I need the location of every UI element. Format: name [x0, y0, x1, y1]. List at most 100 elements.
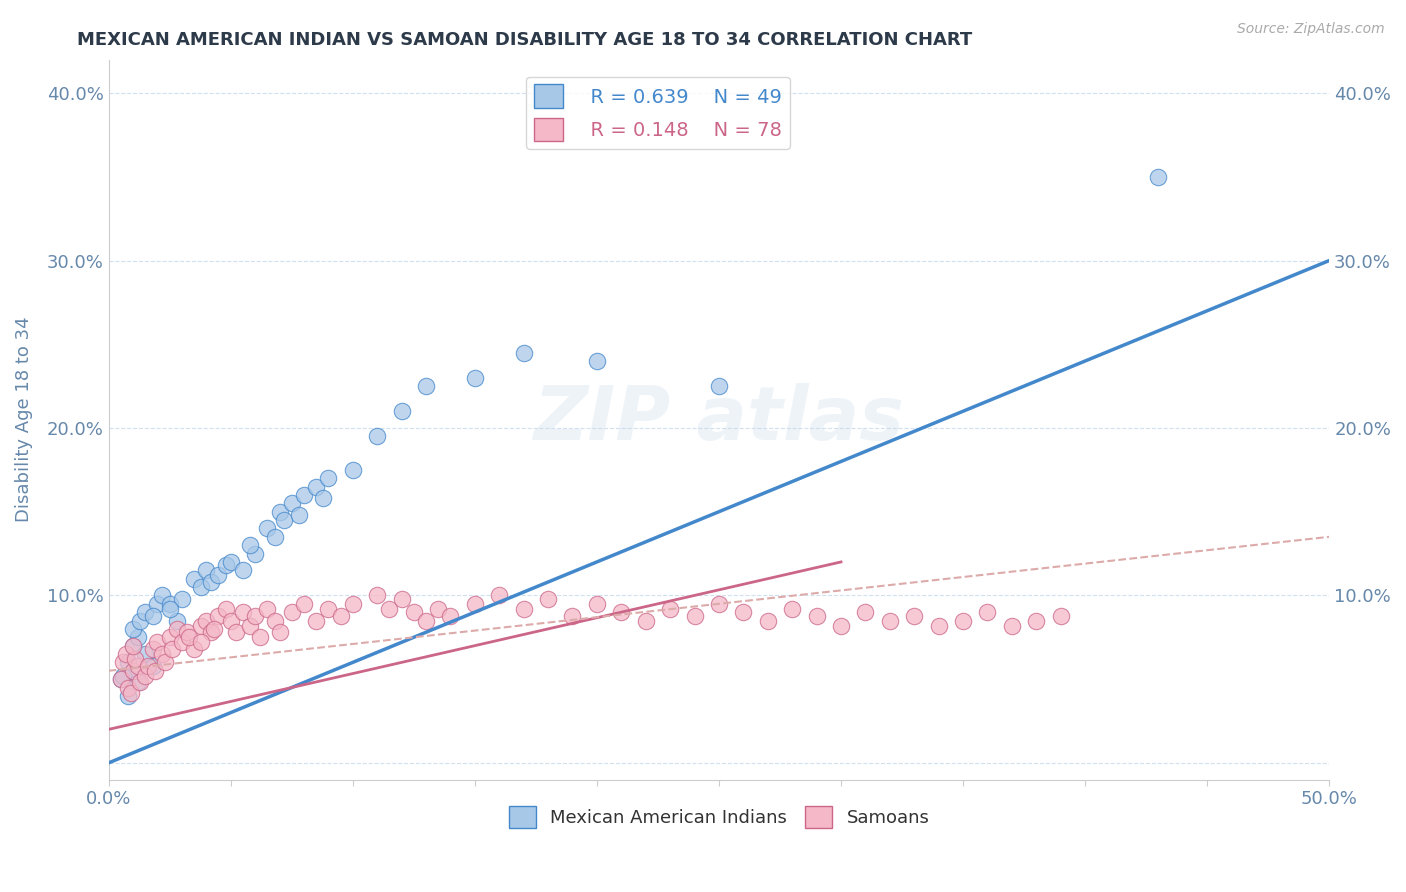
Point	[190, 580, 212, 594]
Point	[122, 664, 145, 678]
Point	[952, 614, 974, 628]
Point	[166, 614, 188, 628]
Point	[239, 618, 262, 632]
Point	[232, 563, 254, 577]
Point	[318, 602, 340, 616]
Point	[134, 605, 156, 619]
Point	[142, 658, 165, 673]
Point	[366, 429, 388, 443]
Text: MEXICAN AMERICAN INDIAN VS SAMOAN DISABILITY AGE 18 TO 34 CORRELATION CHART: MEXICAN AMERICAN INDIAN VS SAMOAN DISABI…	[77, 31, 973, 49]
Point	[117, 656, 139, 670]
Point	[183, 642, 205, 657]
Point	[170, 591, 193, 606]
Point	[976, 605, 998, 619]
Point	[427, 602, 450, 616]
Point	[129, 614, 152, 628]
Point	[243, 608, 266, 623]
Point	[122, 639, 145, 653]
Point	[659, 602, 682, 616]
Point	[122, 664, 145, 678]
Point	[586, 354, 609, 368]
Point	[512, 345, 534, 359]
Point	[439, 608, 461, 623]
Point	[342, 463, 364, 477]
Point	[179, 630, 201, 644]
Point	[142, 608, 165, 623]
Point	[292, 488, 315, 502]
Point	[134, 647, 156, 661]
Point	[207, 608, 229, 623]
Point	[159, 630, 181, 644]
Point	[830, 618, 852, 632]
Point	[683, 608, 706, 623]
Point	[150, 647, 173, 661]
Point	[415, 379, 437, 393]
Point	[263, 530, 285, 544]
Point	[256, 521, 278, 535]
Point	[391, 591, 413, 606]
Point	[464, 597, 486, 611]
Point	[378, 602, 401, 616]
Point	[200, 574, 222, 589]
Point	[256, 602, 278, 616]
Point	[150, 589, 173, 603]
Point	[329, 608, 352, 623]
Point	[488, 589, 510, 603]
Point	[183, 572, 205, 586]
Point	[215, 602, 238, 616]
Point	[1001, 618, 1024, 632]
Point	[122, 622, 145, 636]
Point	[127, 658, 149, 673]
Point	[219, 614, 242, 628]
Point	[127, 675, 149, 690]
Point	[305, 614, 328, 628]
Point	[215, 558, 238, 573]
Point	[1025, 614, 1047, 628]
Point	[219, 555, 242, 569]
Point	[292, 597, 315, 611]
Point	[269, 625, 291, 640]
Point	[464, 370, 486, 384]
Point	[1049, 608, 1071, 623]
Point	[288, 508, 311, 522]
Point	[153, 656, 176, 670]
Point	[855, 605, 877, 619]
Point	[112, 669, 135, 683]
Point	[117, 689, 139, 703]
Point	[806, 608, 828, 623]
Point	[114, 647, 136, 661]
Point	[202, 622, 225, 636]
Point	[537, 591, 560, 606]
Point	[879, 614, 901, 628]
Point	[136, 658, 159, 673]
Point	[1147, 169, 1170, 184]
Point	[610, 605, 633, 619]
Point	[305, 479, 328, 493]
Point	[159, 602, 181, 616]
Point	[756, 614, 779, 628]
Point	[318, 471, 340, 485]
Point	[780, 602, 803, 616]
Point	[207, 568, 229, 582]
Point	[129, 675, 152, 690]
Point	[134, 669, 156, 683]
Point	[195, 563, 218, 577]
Text: ZIP atlas: ZIP atlas	[533, 383, 904, 456]
Point	[122, 639, 145, 653]
Point	[146, 597, 169, 611]
Point	[225, 625, 247, 640]
Point	[707, 379, 730, 393]
Point	[512, 602, 534, 616]
Point	[170, 635, 193, 649]
Point	[269, 505, 291, 519]
Point	[634, 614, 657, 628]
Point	[142, 642, 165, 657]
Point	[124, 652, 146, 666]
Point	[707, 597, 730, 611]
Point	[280, 605, 302, 619]
Point	[243, 547, 266, 561]
Point	[733, 605, 755, 619]
Point	[159, 597, 181, 611]
Point	[239, 538, 262, 552]
Point	[312, 491, 335, 506]
